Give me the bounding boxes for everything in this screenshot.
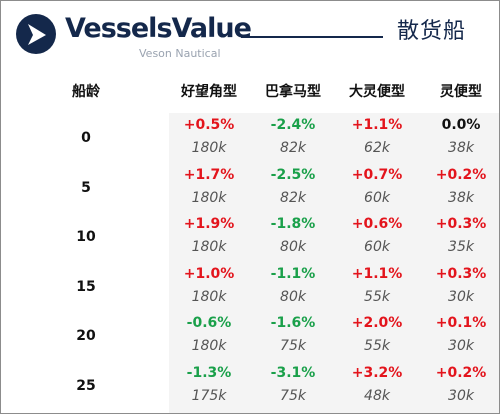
- vessel-value: 180k: [191, 239, 227, 255]
- vessel-value: 62k: [364, 140, 390, 156]
- value-change: +0.7%: [351, 166, 403, 183]
- column-header: 灵便型: [440, 84, 482, 100]
- vessel-value: 80k: [280, 288, 306, 305]
- brand-name: VesselsValue: [65, 13, 252, 44]
- vessel-age: 25: [76, 377, 96, 394]
- value-change: +0.3%: [435, 216, 487, 232]
- value-change: +1.1%: [351, 117, 403, 133]
- vessel-value: 55k: [364, 338, 390, 354]
- vessel-value: 180k: [191, 338, 227, 354]
- vessel-value: 60k: [364, 189, 390, 206]
- value-change: +1.0%: [183, 265, 235, 282]
- value-change: -2.4%: [270, 117, 316, 133]
- value-change: +0.2%: [435, 166, 487, 183]
- value-change: 0.0%: [441, 117, 481, 133]
- table-body-background: [169, 113, 499, 413]
- vessel-age: 5: [81, 179, 91, 196]
- vessel-value: 80k: [280, 239, 306, 255]
- value-change: -1.3%: [186, 364, 232, 381]
- column-header: 巴拿马型: [265, 84, 321, 100]
- column-header: 好望角型: [181, 84, 237, 100]
- vessel-age: 0: [81, 130, 91, 146]
- page-title: 散货船: [397, 19, 467, 44]
- header-divider: [241, 36, 383, 38]
- column-header: 大灵便型: [349, 84, 405, 100]
- vessel-age: 10: [76, 229, 96, 245]
- vessel-value: 82k: [280, 140, 306, 156]
- vessel-value: 48k: [364, 387, 390, 404]
- age-column-header: 船龄: [72, 84, 100, 100]
- vessel-value: 30k: [448, 288, 474, 305]
- vessel-value: 175k: [191, 387, 227, 404]
- vessel-value: 180k: [191, 288, 227, 305]
- value-change: -3.1%: [270, 364, 316, 381]
- value-change: +0.3%: [435, 265, 487, 282]
- value-change: +2.0%: [351, 315, 403, 331]
- value-change: +0.2%: [435, 364, 487, 381]
- value-change: +1.1%: [351, 265, 403, 282]
- value-change: +1.7%: [183, 166, 235, 183]
- value-change: -2.5%: [270, 166, 316, 183]
- vessel-value: 30k: [448, 338, 474, 354]
- vessel-value: 75k: [280, 338, 306, 354]
- vessel-age: 15: [76, 278, 96, 295]
- value-change: +0.5%: [183, 117, 235, 133]
- vessel-age: 20: [76, 328, 96, 344]
- vessel-value: 38k: [448, 140, 474, 156]
- brand-subtitle: Veson Nautical: [139, 47, 221, 60]
- value-change: -1.1%: [270, 265, 316, 282]
- vessel-value: 55k: [364, 288, 390, 305]
- vessel-value: 180k: [191, 140, 227, 156]
- value-change: -1.6%: [270, 315, 316, 331]
- vessel-value: 30k: [448, 387, 474, 404]
- value-change: +0.6%: [351, 216, 403, 232]
- value-change: -0.6%: [186, 315, 232, 331]
- vessel-value: 35k: [448, 239, 474, 255]
- vesselsvalue-logo-icon: [16, 14, 56, 54]
- value-change: +3.2%: [351, 364, 403, 381]
- value-change: -1.8%: [270, 216, 316, 232]
- value-change: +1.9%: [183, 216, 235, 232]
- value-change: +0.1%: [435, 315, 487, 331]
- vessel-value: 180k: [191, 189, 227, 206]
- vessel-value: 82k: [280, 189, 306, 206]
- vessel-value: 75k: [280, 387, 306, 404]
- vessel-value: 38k: [448, 189, 474, 206]
- vessel-value: 60k: [364, 239, 390, 255]
